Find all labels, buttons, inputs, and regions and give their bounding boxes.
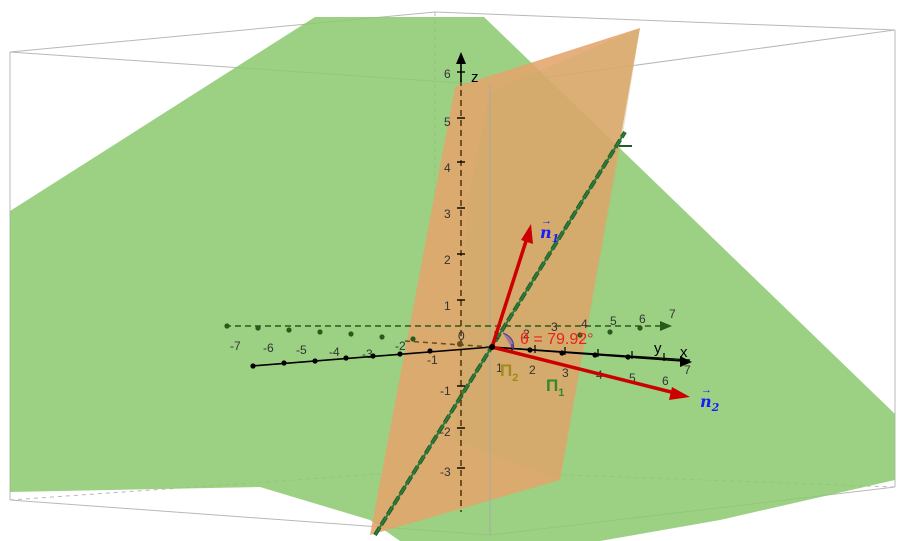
plane-pi2-label: Π2 xyxy=(500,361,518,384)
vector-n2[interactable] xyxy=(491,345,690,400)
svg-text:-1: -1 xyxy=(440,384,451,398)
y-axis-back xyxy=(224,321,672,342)
z-axis-label: z xyxy=(471,69,479,86)
svg-text:0: 0 xyxy=(458,329,465,343)
svg-text:2: 2 xyxy=(529,363,536,377)
svg-text:1: 1 xyxy=(444,299,451,313)
origin-point xyxy=(489,344,495,350)
svg-text:7: 7 xyxy=(669,307,676,321)
angle-arc xyxy=(502,332,514,351)
svg-text:4: 4 xyxy=(581,317,588,331)
z-tick-labels: 1 2 3 4 5 6 -1 -2 -3 xyxy=(440,67,451,479)
svg-text:-3: -3 xyxy=(440,465,451,479)
x-axis-negative xyxy=(404,340,493,348)
svg-text:-4: -4 xyxy=(329,345,340,359)
svg-text:1: 1 xyxy=(496,361,503,375)
svg-text:2: 2 xyxy=(523,327,530,341)
angle-label: θ = 79.92° xyxy=(520,331,594,348)
svg-text:5: 5 xyxy=(610,314,617,328)
plane-pi2[interactable] xyxy=(370,28,640,535)
vector-n2-arrow-accent: → xyxy=(701,384,712,396)
svg-text:6: 6 xyxy=(662,374,669,388)
svg-text:3: 3 xyxy=(444,207,451,221)
svg-text:6: 6 xyxy=(639,312,646,326)
plane-pi1-label: Π1 xyxy=(546,376,564,399)
svg-text:5: 5 xyxy=(629,371,636,385)
vector-n1-label: n1 xyxy=(540,223,559,245)
svg-text:-1: -1 xyxy=(427,353,438,367)
svg-text:7: 7 xyxy=(684,363,691,377)
svg-text:3: 3 xyxy=(551,320,558,334)
svg-text:2: 2 xyxy=(444,253,451,267)
svg-text:6: 6 xyxy=(444,67,451,81)
origin-point-back xyxy=(457,341,463,347)
vector-n1[interactable] xyxy=(490,224,533,348)
intersection-line-core xyxy=(374,131,626,536)
vector-n1-arrow-accent: → xyxy=(541,215,552,227)
x-axis-label: x xyxy=(680,344,688,361)
svg-text:4: 4 xyxy=(444,161,451,175)
svg-text:-7: -7 xyxy=(230,339,241,353)
vector-n2-label: n2 xyxy=(700,392,720,414)
z-axis[interactable] xyxy=(456,52,466,512)
svg-text:5: 5 xyxy=(444,115,451,129)
y-axis-label: y xyxy=(654,340,662,357)
svg-text:-2: -2 xyxy=(395,339,406,353)
svg-text:-5: -5 xyxy=(296,343,307,357)
svg-text:3: 3 xyxy=(562,366,569,380)
svg-text:-3: -3 xyxy=(362,347,373,361)
svg-text:-6: -6 xyxy=(263,341,274,355)
svg-text:-2: -2 xyxy=(440,425,451,439)
